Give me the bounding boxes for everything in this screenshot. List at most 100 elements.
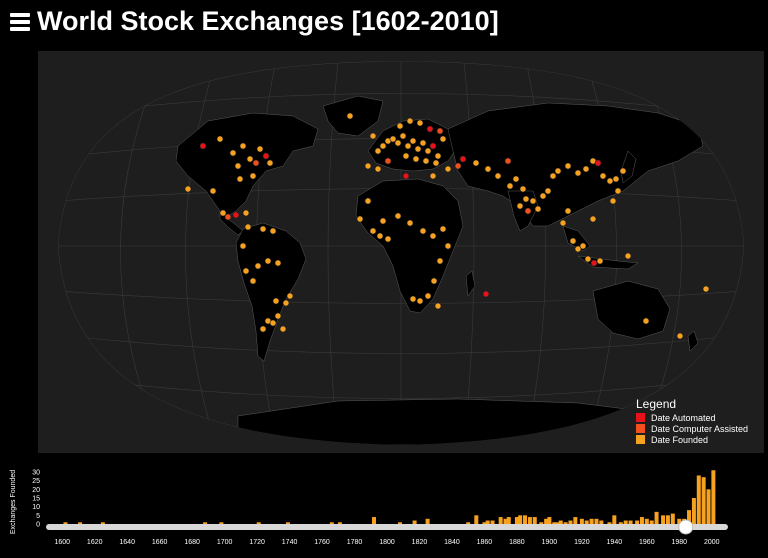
- exchange-marker[interactable]: [402, 152, 410, 160]
- exchange-marker[interactable]: [402, 172, 410, 180]
- exchange-marker[interactable]: [236, 175, 244, 183]
- exchange-marker[interactable]: [569, 237, 577, 245]
- exchange-marker[interactable]: [346, 112, 354, 120]
- exchange-marker[interactable]: [286, 292, 294, 300]
- exchange-marker[interactable]: [219, 209, 227, 217]
- exchange-marker[interactable]: [424, 292, 432, 300]
- exchange-marker[interactable]: [539, 192, 547, 200]
- exchange-marker[interactable]: [274, 259, 282, 267]
- exchange-marker[interactable]: [524, 207, 532, 215]
- exchange-marker[interactable]: [394, 212, 402, 220]
- slider-track[interactable]: [46, 524, 728, 530]
- exchange-marker[interactable]: [609, 197, 617, 205]
- exchange-marker[interactable]: [434, 152, 442, 160]
- exchange-marker[interactable]: [199, 142, 207, 150]
- exchange-marker[interactable]: [434, 302, 442, 310]
- exchange-marker[interactable]: [582, 165, 590, 173]
- world-map-panel[interactable]: Legend Date Automated Date Computer Assi…: [38, 51, 764, 453]
- exchange-marker[interactable]: [422, 157, 430, 165]
- timeline-panel[interactable]: Exchanges Founded 0 5 10 15 20 25 30 1600 1620 1…: [0, 460, 768, 558]
- exchange-marker[interactable]: [406, 117, 414, 125]
- exchange-marker[interactable]: [599, 172, 607, 180]
- exchange-marker[interactable]: [279, 325, 287, 333]
- exchange-marker[interactable]: [614, 187, 622, 195]
- exchange-marker[interactable]: [394, 139, 402, 147]
- exchange-marker[interactable]: [619, 167, 627, 175]
- exchange-marker[interactable]: [439, 225, 447, 233]
- exchange-marker[interactable]: [554, 167, 562, 175]
- exchange-marker[interactable]: [274, 312, 282, 320]
- exchange-marker[interactable]: [612, 175, 620, 183]
- exchange-marker[interactable]: [596, 257, 604, 265]
- exchange-marker[interactable]: [436, 127, 444, 135]
- exchange-marker[interactable]: [356, 215, 364, 223]
- exchange-marker[interactable]: [436, 257, 444, 265]
- exchange-marker[interactable]: [412, 155, 420, 163]
- exchange-marker[interactable]: [430, 277, 438, 285]
- exchange-marker[interactable]: [444, 165, 452, 173]
- exchange-marker[interactable]: [374, 147, 382, 155]
- exchange-marker[interactable]: [416, 119, 424, 127]
- hamburger-menu-icon[interactable]: [10, 13, 30, 31]
- exchange-marker[interactable]: [244, 223, 252, 231]
- exchange-marker[interactable]: [429, 232, 437, 240]
- exchange-marker[interactable]: [439, 135, 447, 143]
- exchange-points[interactable]: [184, 112, 710, 340]
- exchange-marker[interactable]: [484, 165, 492, 173]
- exchange-marker[interactable]: [379, 217, 387, 225]
- exchange-marker[interactable]: [416, 297, 424, 305]
- exchange-marker[interactable]: [229, 149, 237, 157]
- exchange-marker[interactable]: [624, 252, 632, 260]
- exchange-marker[interactable]: [482, 290, 490, 298]
- exchange-marker[interactable]: [444, 242, 452, 250]
- exchange-marker[interactable]: [249, 277, 257, 285]
- exchange-marker[interactable]: [259, 325, 267, 333]
- exchange-marker[interactable]: [184, 185, 192, 193]
- exchange-marker[interactable]: [559, 219, 567, 227]
- exchange-marker[interactable]: [454, 162, 462, 170]
- exchange-marker[interactable]: [574, 245, 582, 253]
- exchange-marker[interactable]: [594, 159, 602, 167]
- exchange-marker[interactable]: [252, 159, 260, 167]
- exchange-marker[interactable]: [590, 259, 598, 267]
- exchange-marker[interactable]: [234, 162, 242, 170]
- exchange-marker[interactable]: [519, 185, 527, 193]
- exchange-marker[interactable]: [369, 132, 377, 140]
- exchange-marker[interactable]: [702, 285, 710, 293]
- exchange-marker[interactable]: [282, 299, 290, 307]
- exchange-marker[interactable]: [564, 162, 572, 170]
- exchange-marker[interactable]: [429, 172, 437, 180]
- exchange-marker[interactable]: [409, 295, 417, 303]
- slider-handle[interactable]: [678, 519, 694, 535]
- exchange-marker[interactable]: [506, 182, 514, 190]
- exchange-marker[interactable]: [406, 219, 414, 227]
- exchange-marker[interactable]: [516, 202, 524, 210]
- exchange-marker[interactable]: [369, 227, 377, 235]
- exchange-marker[interactable]: [264, 257, 272, 265]
- exchange-marker[interactable]: [376, 232, 384, 240]
- exchange-marker[interactable]: [384, 235, 392, 243]
- exchange-marker[interactable]: [374, 165, 382, 173]
- exchange-marker[interactable]: [256, 145, 264, 153]
- exchange-marker[interactable]: [364, 162, 372, 170]
- exchange-marker[interactable]: [426, 125, 434, 133]
- exchange-marker[interactable]: [209, 187, 217, 195]
- exchange-marker[interactable]: [642, 317, 650, 325]
- exchange-marker[interactable]: [472, 159, 480, 167]
- exchange-marker[interactable]: [512, 175, 520, 183]
- exchange-marker[interactable]: [269, 319, 277, 327]
- exchange-marker[interactable]: [424, 147, 432, 155]
- exchange-marker[interactable]: [549, 172, 557, 180]
- exchange-marker[interactable]: [242, 267, 250, 275]
- exchange-marker[interactable]: [544, 187, 552, 195]
- exchange-marker[interactable]: [504, 157, 512, 165]
- exchange-marker[interactable]: [404, 142, 412, 150]
- exchange-marker[interactable]: [414, 145, 422, 153]
- exchange-marker[interactable]: [606, 177, 614, 185]
- exchange-marker[interactable]: [459, 155, 467, 163]
- exchange-marker[interactable]: [224, 213, 232, 221]
- exchange-marker[interactable]: [574, 169, 582, 177]
- exchange-marker[interactable]: [272, 297, 280, 305]
- exchange-marker[interactable]: [262, 152, 270, 160]
